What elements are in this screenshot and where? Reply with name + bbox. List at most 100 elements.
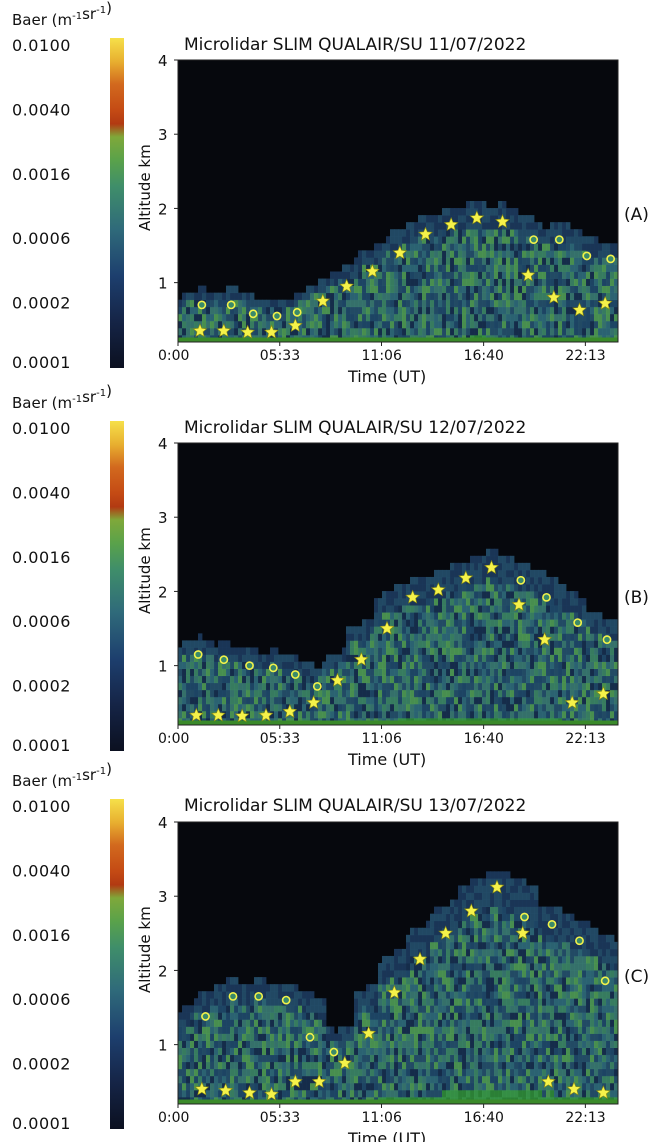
heatmap-cell xyxy=(406,1005,411,1013)
heatmap-cell xyxy=(358,1026,363,1034)
heatmap-cell xyxy=(478,591,483,599)
heatmap-cell xyxy=(270,984,275,992)
heatmap-cell xyxy=(382,991,387,999)
heatmap-cell xyxy=(394,299,399,308)
heatmap-cell xyxy=(242,306,247,315)
heatmap-cell xyxy=(430,977,435,985)
heatmap-cell xyxy=(194,1068,199,1077)
heatmap-cell xyxy=(578,703,583,712)
heatmap-cell xyxy=(558,257,563,265)
heatmap-cell xyxy=(486,1026,491,1034)
heatmap-cell xyxy=(354,661,359,669)
heatmap-cell xyxy=(586,612,591,620)
heatmap-cell xyxy=(226,285,231,294)
heatmap-cell xyxy=(542,278,547,286)
heatmap-cell xyxy=(370,250,375,258)
heatmap-cell xyxy=(346,292,351,301)
heatmap-cell xyxy=(446,1075,451,1084)
heatmap-cell xyxy=(402,689,407,698)
heatmap-cell xyxy=(286,320,291,329)
heatmap-cell xyxy=(498,264,503,272)
heatmap-cell xyxy=(538,313,543,322)
heatmap-cell xyxy=(514,222,519,230)
heatmap-cell xyxy=(422,313,427,322)
heatmap-cell xyxy=(498,682,503,691)
heatmap-cell xyxy=(490,555,495,564)
heatmap-cell xyxy=(470,576,475,585)
heatmap-cell xyxy=(398,306,403,315)
heatmap-cell xyxy=(374,299,379,308)
heatmap-cell xyxy=(242,1033,247,1041)
heatmap-cell xyxy=(494,271,499,279)
heatmap-cell xyxy=(430,1047,435,1056)
heatmap-cell xyxy=(410,576,415,585)
star-marker xyxy=(339,278,355,293)
heatmap-cell xyxy=(602,626,607,634)
heatmap-cell xyxy=(290,1005,295,1013)
heatmap-cell xyxy=(418,1040,423,1048)
heatmap-cell xyxy=(438,1061,443,1070)
heatmap-cell xyxy=(434,948,439,957)
heatmap-cell xyxy=(298,299,303,308)
heatmap-cell xyxy=(250,696,255,705)
heatmap-cell xyxy=(234,696,239,705)
heatmap-cell xyxy=(566,243,571,251)
heatmap-cell xyxy=(606,271,611,279)
heatmap-cell xyxy=(478,696,483,705)
heatmap-cell xyxy=(266,1061,271,1070)
heatmap-cell xyxy=(506,243,511,251)
heatmap-cell xyxy=(190,313,195,322)
heatmap-cell xyxy=(542,703,547,712)
heatmap-cell xyxy=(418,1075,423,1084)
heatmap-cell xyxy=(254,984,259,992)
heatmap-cell xyxy=(302,710,307,719)
heatmap-cell xyxy=(562,703,567,712)
heatmap-cell xyxy=(486,885,491,893)
heatmap-cell xyxy=(302,1012,307,1020)
heatmap-cell xyxy=(186,1047,191,1056)
star-marker xyxy=(430,582,446,597)
heatmap-cell xyxy=(238,647,243,655)
heatmap-cell xyxy=(290,991,295,999)
colorbar-tick-label: 0.0006 xyxy=(12,612,71,631)
heatmap-cell xyxy=(414,1033,419,1041)
heatmap-cell xyxy=(322,285,327,294)
heatmap-cell xyxy=(522,215,527,223)
heatmap-cell xyxy=(454,984,459,992)
heatmap-cell xyxy=(390,977,395,985)
heatmap-cell xyxy=(466,1082,471,1091)
heatmap-cell xyxy=(462,696,467,705)
heatmap-cell xyxy=(262,1061,267,1070)
heatmap-cell xyxy=(466,271,471,279)
heatmap-cell xyxy=(490,1005,495,1013)
heatmap-cell xyxy=(254,1082,259,1091)
heatmap-cell xyxy=(458,1047,463,1056)
heatmap-cell xyxy=(470,941,475,950)
heatmap-cell xyxy=(462,612,467,620)
heatmap-cell xyxy=(370,633,375,641)
heatmap-cell xyxy=(210,292,215,301)
heatmap-cell xyxy=(430,1061,435,1070)
heatmap-cell xyxy=(482,647,487,655)
heatmap-cell xyxy=(286,991,291,999)
heatmap-cell xyxy=(194,1026,199,1034)
heatmap-cell xyxy=(410,1075,415,1084)
heatmap-cell xyxy=(394,1089,399,1098)
heatmap-cell xyxy=(454,1012,459,1020)
heatmap-cell xyxy=(522,320,527,329)
heatmap-cell xyxy=(270,1005,275,1013)
heatmap-cell xyxy=(518,710,523,719)
heatmap-cell xyxy=(298,1061,303,1070)
colorbar-gradient xyxy=(110,799,124,1129)
heatmap-cell xyxy=(506,299,511,308)
heatmap-cell xyxy=(394,292,399,301)
heatmap-cell xyxy=(246,306,251,315)
heatmap-cell xyxy=(450,977,455,985)
heatmap-cell xyxy=(410,970,415,978)
heatmap-cell xyxy=(350,271,355,279)
heatmap-cell xyxy=(466,591,471,599)
heatmap-cell xyxy=(274,1047,279,1056)
heatmap-cell xyxy=(482,584,487,592)
heatmap-cell xyxy=(362,327,367,336)
heatmap-cell xyxy=(442,1040,447,1048)
